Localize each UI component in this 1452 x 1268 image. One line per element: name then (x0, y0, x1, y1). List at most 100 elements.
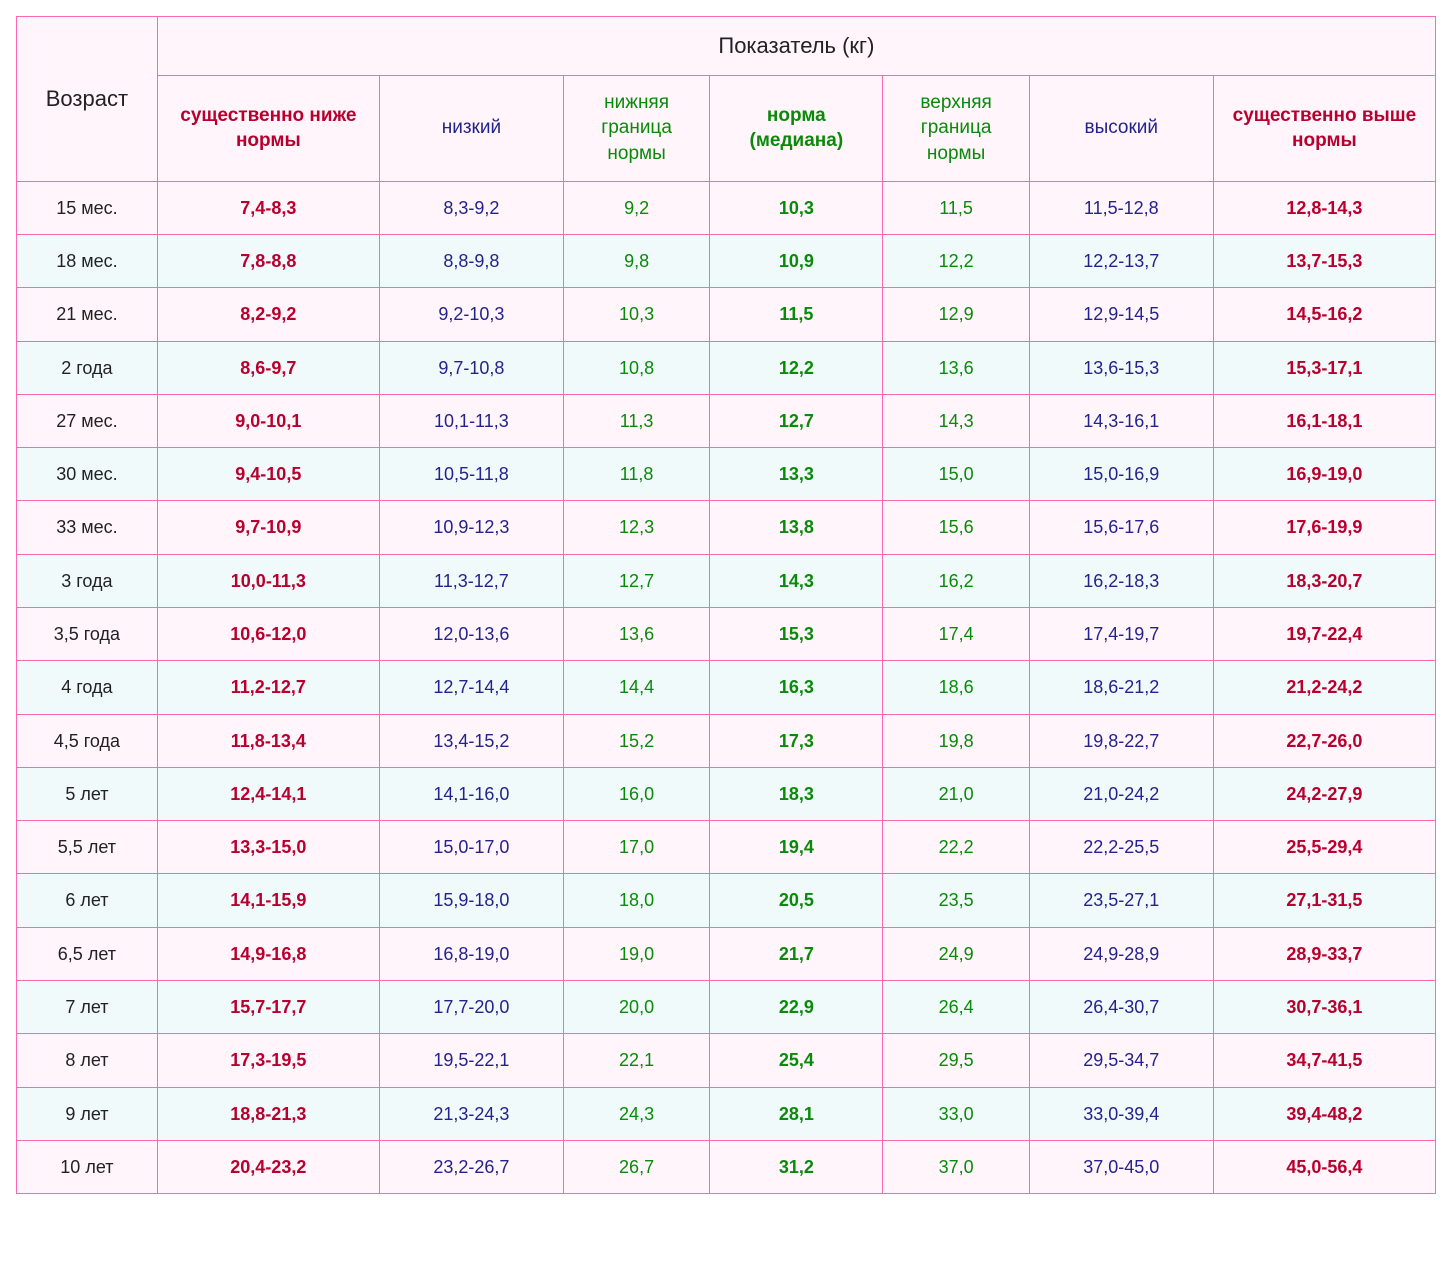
value-cell: 12,3 (563, 501, 709, 554)
table-row: 27 мес.9,0-10,110,1-11,311,312,714,314,3… (17, 394, 1436, 447)
table-row: 5 лет12,4-14,114,1-16,016,018,321,021,0-… (17, 767, 1436, 820)
value-cell: 19,0 (563, 927, 709, 980)
value-cell: 23,5 (883, 874, 1029, 927)
value-cell: 13,6 (563, 607, 709, 660)
value-cell: 9,7-10,8 (379, 341, 563, 394)
value-cell: 14,5-16,2 (1213, 288, 1435, 341)
value-cell: 8,3-9,2 (379, 181, 563, 234)
value-cell: 14,3 (710, 554, 883, 607)
value-cell: 13,7-15,3 (1213, 234, 1435, 287)
age-cell: 33 мес. (17, 501, 158, 554)
value-cell: 39,4-48,2 (1213, 1087, 1435, 1140)
value-cell: 15,6-17,6 (1029, 501, 1213, 554)
value-cell: 10,3 (710, 181, 883, 234)
column-header: существенно ниже нормы (157, 75, 379, 181)
value-cell: 10,0-11,3 (157, 554, 379, 607)
value-cell: 11,3-12,7 (379, 554, 563, 607)
value-cell: 16,0 (563, 767, 709, 820)
table-row: 18 мес.7,8-8,88,8-9,89,810,912,212,2-13,… (17, 234, 1436, 287)
value-cell: 16,1-18,1 (1213, 394, 1435, 447)
value-cell: 21,0-24,2 (1029, 767, 1213, 820)
age-cell: 18 мес. (17, 234, 158, 287)
age-cell: 6 лет (17, 874, 158, 927)
value-cell: 21,7 (710, 927, 883, 980)
column-header: норма(медиана) (710, 75, 883, 181)
value-cell: 17,3 (710, 714, 883, 767)
value-cell: 7,8-8,8 (157, 234, 379, 287)
value-cell: 20,4-23,2 (157, 1140, 379, 1193)
value-cell: 12,0-13,6 (379, 607, 563, 660)
table-row: 6,5 лет14,9-16,816,8-19,019,021,724,924,… (17, 927, 1436, 980)
value-cell: 11,8-13,4 (157, 714, 379, 767)
value-cell: 26,7 (563, 1140, 709, 1193)
value-cell: 15,0-16,9 (1029, 448, 1213, 501)
value-cell: 12,2 (883, 234, 1029, 287)
value-cell: 17,6-19,9 (1213, 501, 1435, 554)
value-cell: 15,0 (883, 448, 1029, 501)
value-cell: 12,2 (710, 341, 883, 394)
value-cell: 12,4-14,1 (157, 767, 379, 820)
age-cell: 5,5 лет (17, 821, 158, 874)
value-cell: 29,5 (883, 1034, 1029, 1087)
age-cell: 21 мес. (17, 288, 158, 341)
value-cell: 11,5-12,8 (1029, 181, 1213, 234)
age-cell: 8 лет (17, 1034, 158, 1087)
table-row: 2 года8,6-9,79,7-10,810,812,213,613,6-15… (17, 341, 1436, 394)
value-cell: 14,1-15,9 (157, 874, 379, 927)
value-cell: 24,3 (563, 1087, 709, 1140)
value-cell: 20,5 (710, 874, 883, 927)
value-cell: 8,2-9,2 (157, 288, 379, 341)
value-cell: 12,8-14,3 (1213, 181, 1435, 234)
table-row: 3,5 года10,6-12,012,0-13,613,615,317,417… (17, 607, 1436, 660)
table-row: 10 лет20,4-23,223,2-26,726,731,237,037,0… (17, 1140, 1436, 1193)
age-cell: 7 лет (17, 981, 158, 1034)
value-cell: 23,5-27,1 (1029, 874, 1213, 927)
value-cell: 19,7-22,4 (1213, 607, 1435, 660)
table-row: 9 лет18,8-21,321,3-24,324,328,133,033,0-… (17, 1087, 1436, 1140)
value-cell: 15,0-17,0 (379, 821, 563, 874)
value-cell: 22,2 (883, 821, 1029, 874)
value-cell: 16,3 (710, 661, 883, 714)
value-cell: 15,9-18,0 (379, 874, 563, 927)
value-cell: 13,3 (710, 448, 883, 501)
value-cell: 15,6 (883, 501, 1029, 554)
value-cell: 28,9-33,7 (1213, 927, 1435, 980)
age-cell: 4 года (17, 661, 158, 714)
value-cell: 45,0-56,4 (1213, 1140, 1435, 1193)
column-header: нижняя граница нормы (563, 75, 709, 181)
age-cell: 4,5 года (17, 714, 158, 767)
value-cell: 12,9-14,5 (1029, 288, 1213, 341)
value-cell: 10,3 (563, 288, 709, 341)
value-cell: 13,3-15,0 (157, 821, 379, 874)
table-row: 7 лет15,7-17,717,7-20,020,022,926,426,4-… (17, 981, 1436, 1034)
value-cell: 11,5 (710, 288, 883, 341)
value-cell: 13,4-15,2 (379, 714, 563, 767)
value-cell: 10,5-11,8 (379, 448, 563, 501)
value-cell: 12,7-14,4 (379, 661, 563, 714)
age-cell: 5 лет (17, 767, 158, 820)
table-body: 15 мес.7,4-8,38,3-9,29,210,311,511,5-12,… (17, 181, 1436, 1194)
value-cell: 16,9-19,0 (1213, 448, 1435, 501)
table-row: 4 года11,2-12,712,7-14,414,416,318,618,6… (17, 661, 1436, 714)
value-cell: 30,7-36,1 (1213, 981, 1435, 1034)
table-row: 21 мес.8,2-9,29,2-10,310,311,512,912,9-1… (17, 288, 1436, 341)
header-metric: Показатель (кг) (157, 17, 1435, 76)
value-cell: 12,9 (883, 288, 1029, 341)
value-cell: 21,3-24,3 (379, 1087, 563, 1140)
value-cell: 14,3 (883, 394, 1029, 447)
value-cell: 19,8-22,7 (1029, 714, 1213, 767)
value-cell: 11,3 (563, 394, 709, 447)
value-cell: 22,2-25,5 (1029, 821, 1213, 874)
value-cell: 23,2-26,7 (379, 1140, 563, 1193)
value-cell: 17,3-19,5 (157, 1034, 379, 1087)
age-cell: 30 мес. (17, 448, 158, 501)
value-cell: 15,2 (563, 714, 709, 767)
value-cell: 10,9 (710, 234, 883, 287)
value-cell: 17,7-20,0 (379, 981, 563, 1034)
value-cell: 24,9-28,9 (1029, 927, 1213, 980)
table-row: 33 мес.9,7-10,910,9-12,312,313,815,615,6… (17, 501, 1436, 554)
value-cell: 27,1-31,5 (1213, 874, 1435, 927)
value-cell: 14,1-16,0 (379, 767, 563, 820)
value-cell: 21,2-24,2 (1213, 661, 1435, 714)
value-cell: 20,0 (563, 981, 709, 1034)
